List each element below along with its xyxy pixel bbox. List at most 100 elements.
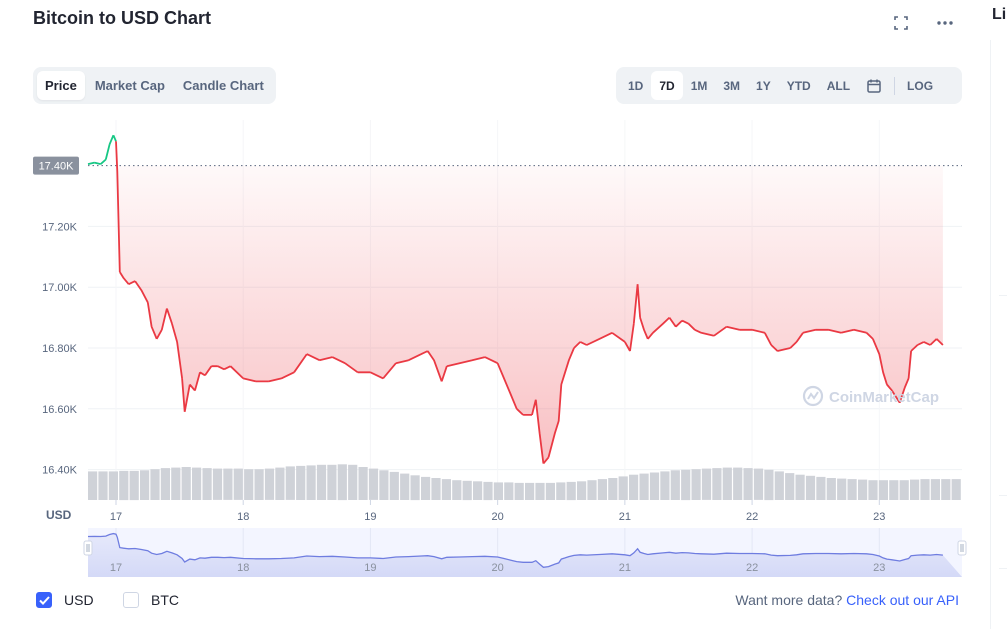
handle-grip-icon [83,540,93,556]
volume-bar [504,482,514,500]
x-tick-label: 23 [873,511,885,523]
volume-bar [264,468,275,500]
navigator-handle-left[interactable] [83,540,93,556]
volume-bar [150,469,160,500]
y-tick-label: 17.20K [42,221,78,233]
volume-bar [306,465,316,500]
volume-bar [587,480,597,500]
range-3m[interactable]: 3M [723,78,741,93]
volume-bar [212,468,223,500]
volume-bar [327,464,337,500]
navigator-tick-label: 21 [619,562,631,574]
volume-bar [805,475,816,500]
volume-bar [858,479,868,500]
time-range-selector: 1D 7D 1M 3M 1Y YTD ALL LOG [616,67,962,104]
api-promo: Want more data? Check out our API [735,592,959,608]
tab-market-cap[interactable]: Market Cap [94,78,165,93]
volume-bar [889,480,899,500]
volume-bar [910,479,920,500]
y-tick-label: 16.80K [42,343,78,355]
range-1y[interactable]: 1Y [756,78,771,93]
side-panel [990,40,1007,629]
btc-checkbox[interactable] [123,592,139,608]
volume-bar [441,479,451,500]
price-line-up [87,134,117,165]
navigator-tick-label: 18 [237,562,249,574]
x-tick-label: 20 [492,511,504,523]
price-line-down [115,141,944,465]
usd-toggle[interactable]: USD [36,592,94,608]
volume-bar [223,468,233,500]
usd-checkbox[interactable] [36,592,52,608]
volume-bar [722,467,732,500]
volume-bar [545,482,555,500]
navigator-line [87,532,943,568]
volume-bar [358,467,368,500]
volume-bar [244,469,254,500]
api-link[interactable]: Check out our API [846,592,959,608]
y-tick-label: 17.00K [42,282,78,294]
volume-bar [878,480,888,500]
tab-candle-chart[interactable]: Candle Chart [182,78,264,93]
reference-price-badge [33,156,79,175]
volume-bar [181,467,191,500]
price-line [87,134,944,465]
y-axis: 17.20K 17.00K 16.80K 16.60K 16.40K [42,221,78,476]
tab-price[interactable]: Price [37,71,85,100]
range-all[interactable]: ALL [826,78,851,93]
range-ytd[interactable]: YTD [786,78,811,93]
range-7d[interactable]: 7D [651,71,683,100]
btc-label: BTC [151,592,179,608]
btc-toggle[interactable]: BTC [123,592,179,608]
volume-bar [764,469,774,501]
volume-bar [712,468,722,500]
volume-bar [774,471,784,500]
range-1m[interactable]: 1M [690,78,708,93]
chart-title: Bitcoin to USD Chart [33,8,211,28]
volume-bar [275,467,285,500]
navigator-area [88,533,962,577]
volume-bar [348,464,358,500]
volume-bar [535,482,545,500]
more-icon[interactable] [934,12,956,34]
api-promo-text: Want more data? [735,592,843,608]
volume-bar [400,473,410,500]
usd-label: USD [64,592,94,608]
watermark: CoinMarketCap [802,385,939,407]
volume-bar [493,482,503,500]
volume-bar [421,476,431,500]
volume-bar [785,473,795,500]
volume-bar [951,479,961,500]
volume-bar [670,470,680,500]
check-icon [38,595,50,605]
volume-bar [88,471,98,500]
volume-bar [608,478,618,500]
price-chart[interactable]: 17.40K 17.20K 17.00K 16.80K 16.60K 16.40K 17… [0,110,990,585]
x-axis: 17 18 19 20 21 22 23 [110,500,885,523]
volume-bar [452,480,462,500]
volume-bar [733,467,743,500]
expand-icon[interactable] [890,12,912,34]
volume-bar [337,464,347,501]
side-panel-title: Li [992,6,1007,23]
calendar-icon[interactable] [858,71,890,100]
volume-bar [899,480,909,500]
volume-bar [691,469,701,500]
coinmarketcap-logo-icon [802,385,824,407]
volume-bar [483,481,493,501]
x-tick-label: 18 [237,511,249,523]
price-area-fill [88,165,943,464]
volume-bar [795,474,805,500]
range-1d[interactable]: 1D [628,78,644,93]
navigator-handle-right[interactable] [957,540,967,556]
volume-bar [296,465,306,500]
navigator-tick-label: 20 [492,562,504,574]
volume-bar [192,467,202,500]
volume-bar [368,468,379,500]
log-toggle[interactable]: LOG [907,78,934,93]
volume-bar [920,479,930,500]
volume-bar [254,469,264,500]
volume-bars [88,464,961,501]
volume-bar [379,470,389,500]
x-tick-label: 19 [364,511,376,523]
